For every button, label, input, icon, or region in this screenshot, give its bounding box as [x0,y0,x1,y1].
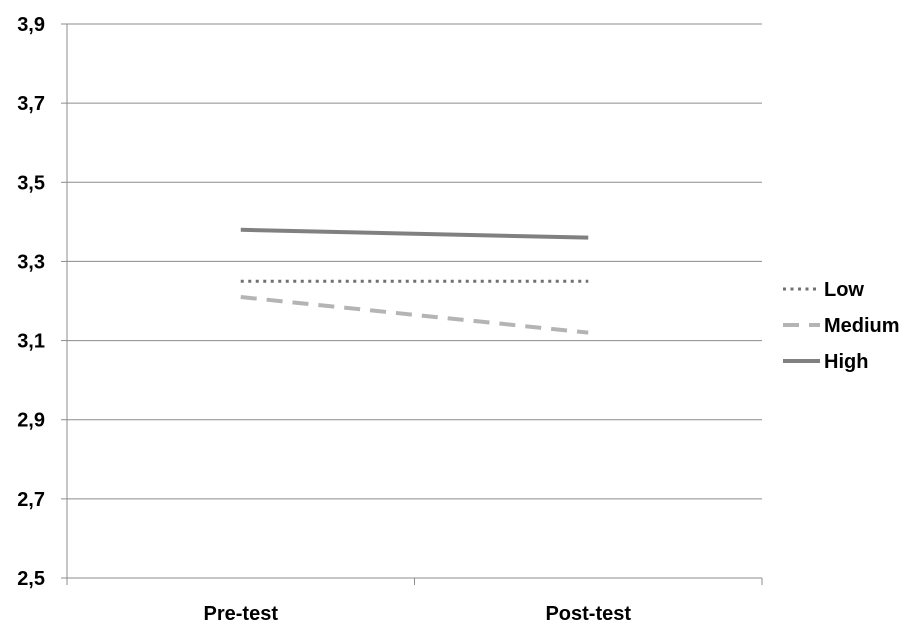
y-tick-label: 3,7 [17,93,45,115]
series-lines [240,227,589,335]
legend-label-low: Low [824,279,864,301]
y-tick-label: 2,7 [17,489,45,511]
axes [61,23,763,585]
y-tick-label: 2,9 [17,410,45,432]
y-tick-label: 3,9 [17,14,45,36]
legend-label-medium: Medium [824,315,900,337]
gridlines [67,23,762,500]
y-tick-label: 3,1 [17,331,45,353]
y-tick-label: 2,5 [17,568,45,590]
legend-label-high: High [824,351,868,373]
x-tick-label: Pre-test [204,603,279,625]
series-line-medium [240,295,589,335]
series-line-high [240,227,589,240]
y-tick-label: 3,3 [17,251,45,273]
x-tick-labels: Pre-test Post-test [204,603,632,625]
x-tick-label: Post-test [545,603,631,625]
y-tick-label: 3,5 [17,172,45,194]
legend: Low Medium High [783,279,900,373]
y-tick-labels: 3,9 3,7 3,5 3,3 3,1 2,9 2,7 2,5 [17,14,45,590]
